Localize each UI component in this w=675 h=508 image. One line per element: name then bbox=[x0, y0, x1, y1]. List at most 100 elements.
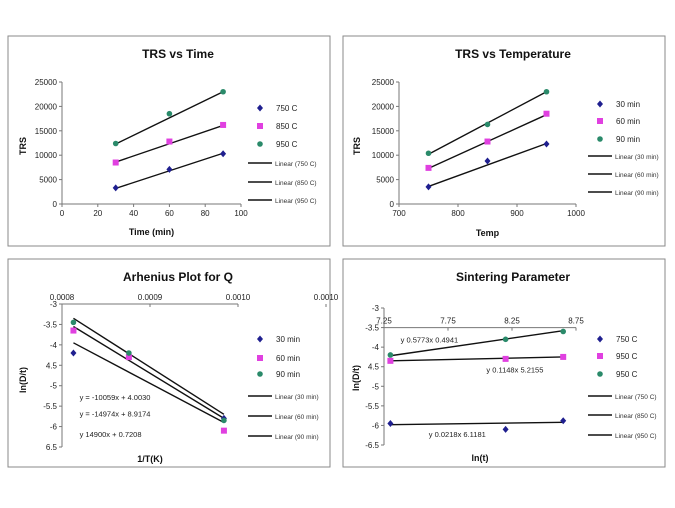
legend-marker bbox=[257, 355, 263, 361]
y-tick-label: 25000 bbox=[372, 78, 395, 87]
legend-label: 30 min bbox=[276, 335, 300, 344]
legend-marker bbox=[597, 100, 603, 108]
equation-label: y 0.0218x 6.1181 bbox=[429, 430, 486, 439]
legend-label: 60 min bbox=[616, 117, 640, 126]
legend-marker bbox=[597, 118, 603, 124]
data-point bbox=[221, 417, 227, 424]
legend-label: 60 min bbox=[276, 354, 300, 363]
y-axis-label: TRS bbox=[352, 137, 362, 155]
data-point bbox=[425, 183, 432, 191]
x-tick-label: 7.75 bbox=[440, 317, 456, 326]
legend-marker bbox=[597, 371, 603, 377]
legend-label: Linear (60 min) bbox=[615, 172, 659, 179]
legend-label: 30 min bbox=[616, 100, 640, 109]
equation-label: y = -10059x + 4.0030 bbox=[80, 393, 151, 402]
y-tick-label: 5000 bbox=[39, 176, 57, 185]
data-point bbox=[220, 150, 227, 158]
y-tick-label: 15000 bbox=[372, 127, 395, 136]
data-point bbox=[70, 327, 77, 334]
legend-label: Linear (850 C) bbox=[615, 413, 657, 420]
data-point bbox=[112, 140, 119, 147]
x-tick-label: 1000 bbox=[567, 209, 585, 218]
data-point bbox=[543, 88, 550, 95]
data-point bbox=[387, 419, 394, 427]
legend-marker bbox=[257, 104, 263, 112]
y-tick-label: 20000 bbox=[35, 102, 58, 111]
data-point bbox=[502, 336, 509, 343]
y-tick-label: -5 bbox=[372, 382, 380, 391]
data-point bbox=[70, 349, 77, 357]
legend-label: 850 C bbox=[276, 122, 298, 131]
y-tick-label: -6 bbox=[50, 423, 58, 432]
y-tick-label: -3 bbox=[50, 300, 58, 309]
y-tick-label: -3.5 bbox=[365, 324, 379, 333]
data-point bbox=[560, 353, 567, 360]
chart-title: TRS vs Temperature bbox=[455, 47, 571, 61]
legend-label: Linear (850 C) bbox=[275, 180, 317, 187]
x-tick-label: 0 bbox=[60, 209, 65, 218]
data-point bbox=[126, 350, 132, 356]
chart-c3: Arhenius Plot for Q -3 -3.5 -4 4.5 -5 -5.5 -6 6.… bbox=[7, 258, 339, 468]
equation-label: y = -14974x + 8.9174 bbox=[80, 409, 151, 418]
x-tick-label: 40 bbox=[129, 209, 138, 218]
data-point bbox=[166, 110, 173, 117]
legend-label: 950 C bbox=[616, 352, 638, 361]
y-tick-label: 5000 bbox=[376, 176, 394, 185]
legend-label: Linear (90 min) bbox=[615, 190, 659, 197]
y-tick-label: -5 bbox=[50, 382, 58, 391]
legend-label: 950 C bbox=[616, 370, 638, 379]
x-tick-label: 900 bbox=[510, 209, 524, 218]
trendline bbox=[390, 330, 564, 357]
y-tick-label: 10000 bbox=[35, 151, 58, 160]
legend-label: 90 min bbox=[276, 370, 300, 379]
data-point bbox=[560, 328, 566, 335]
y-tick-label: 6.5 bbox=[46, 443, 58, 452]
y-tick-label: 4.5 bbox=[368, 363, 380, 372]
data-point bbox=[220, 121, 227, 128]
y-tick-label: 15000 bbox=[35, 127, 58, 136]
x-tick-label: 0.0010 bbox=[226, 293, 251, 302]
data-point bbox=[543, 140, 550, 148]
data-point bbox=[543, 110, 550, 117]
y-tick-label: -3 bbox=[372, 304, 380, 313]
legend-marker bbox=[597, 136, 603, 142]
data-point bbox=[112, 184, 119, 192]
x-tick-label: 0.0009 bbox=[138, 293, 163, 302]
x-tick-label: 0.0008 bbox=[50, 293, 75, 302]
legend-marker bbox=[597, 335, 603, 343]
trendline bbox=[73, 325, 225, 419]
x-axis-label: ln(t) bbox=[472, 453, 489, 463]
data-point bbox=[502, 425, 509, 433]
y-tick-label: -4 bbox=[50, 341, 58, 350]
equation-label: y 0.1148x 5.2155 bbox=[486, 366, 543, 375]
y-tick-label: 0 bbox=[390, 200, 395, 209]
y-tick-label: 10000 bbox=[372, 151, 395, 160]
data-point bbox=[387, 357, 394, 364]
x-axis-label: 1/T(K) bbox=[137, 454, 163, 464]
data-point bbox=[484, 157, 491, 165]
x-axis-label: Time (min) bbox=[129, 227, 174, 237]
legend-label: Linear (950 C) bbox=[275, 198, 317, 205]
data-point bbox=[560, 417, 567, 425]
legend-label: Linear (750 C) bbox=[615, 394, 657, 401]
x-tick-label: 80 bbox=[201, 209, 210, 218]
chart-title: TRS vs Time bbox=[142, 47, 214, 61]
x-tick-label: 100 bbox=[234, 209, 248, 218]
data-point bbox=[220, 427, 227, 434]
data-point bbox=[502, 355, 509, 362]
x-tick-label: 20 bbox=[93, 209, 102, 218]
legend-label: Linear (950 C) bbox=[615, 433, 657, 440]
y-tick-label: 20000 bbox=[372, 102, 395, 111]
trendline bbox=[428, 142, 547, 188]
chart-title: Arhenius Plot for Q bbox=[123, 270, 233, 284]
data-point bbox=[387, 352, 394, 358]
y-tick-label: 0 bbox=[53, 200, 58, 209]
trendline bbox=[73, 317, 225, 415]
y-tick-label: -4 bbox=[372, 343, 380, 352]
legend-label: Linear (30 min) bbox=[275, 394, 319, 401]
data-point bbox=[112, 159, 119, 166]
x-tick-label: 800 bbox=[451, 209, 465, 218]
x-tick-label: 60 bbox=[165, 209, 174, 218]
chart-c2: TRS vs Temperature 0 5000 10000 15000 20000 25… bbox=[342, 35, 666, 247]
